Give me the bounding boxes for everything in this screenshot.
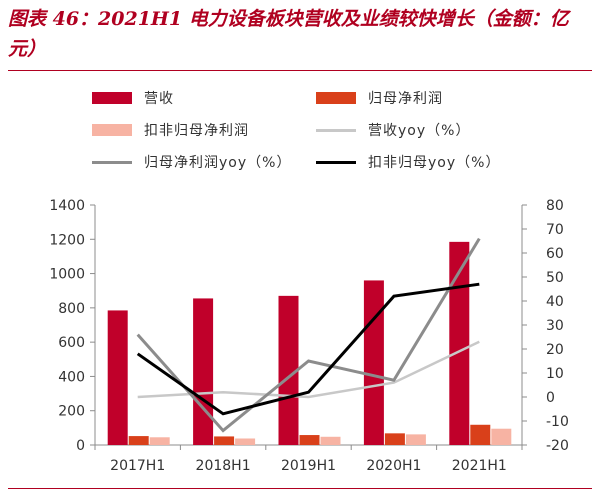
legend-swatch-revenue-yoy (316, 128, 356, 132)
bar-deducted-profit (405, 434, 426, 445)
left-tick-label: 600 (58, 335, 85, 351)
bar-net-profit (214, 436, 235, 445)
legend-item-net-profit: 归母净利润 (316, 88, 443, 108)
right-tick-label: 50 (546, 270, 564, 286)
bar-deducted-profit (320, 436, 341, 445)
legend-swatch-revenue (92, 92, 132, 104)
right-tick-label: 70 (546, 222, 564, 238)
bar-revenue (278, 295, 299, 445)
x-tick-label: 2021H1 (452, 458, 507, 474)
right-tick-label: 80 (546, 198, 564, 214)
right-tick-label: 30 (546, 318, 564, 334)
x-tick-label: 2019H1 (281, 458, 336, 474)
left-tick-label: 1000 (49, 267, 85, 283)
bar-revenue (363, 280, 384, 445)
left-tick-label: 0 (76, 438, 85, 454)
legend-item-net-profit-yoy: 归母净利润yoy（%） (92, 152, 291, 172)
right-tick-label: 0 (546, 390, 555, 406)
legend-label-deducted-yoy: 扣非归母yoy（%） (368, 155, 501, 171)
legend-swatch-deducted-yoy (316, 160, 356, 164)
legend-label-revenue-yoy: 营收yoy（%） (368, 123, 471, 139)
right-tick-label: 40 (546, 294, 564, 310)
line-deducted-yoy (136, 282, 480, 416)
right-tick-label: 20 (546, 342, 564, 358)
legend-label-revenue: 营收 (144, 91, 174, 107)
legend-item-deducted-yoy: 扣非归母yoy（%） (316, 152, 500, 172)
legend: 营收 归母净利润 扣非归母净利润 营收yoy（%） 归母净利润yoy（%） 扣非… (0, 0, 598, 180)
bar-net-profit (128, 436, 149, 445)
right-tick-label: 10 (546, 366, 564, 382)
bar-revenue (107, 310, 128, 445)
chart-title: 图表 46：2021H1 电力设备板块营收及业绩较快增长（金额：亿元） (8, 8, 569, 60)
legend-swatch-deducted-profit (92, 124, 132, 136)
bar-revenue (449, 241, 470, 445)
legend-label-deducted-profit: 扣非归母净利润 (144, 123, 249, 139)
x-tick-label: 2018H1 (196, 458, 251, 474)
line-net-profit-yoy (136, 237, 481, 433)
legend-swatch-net-profit (316, 92, 356, 104)
legend-item-deducted-profit: 扣非归母净利润 (92, 120, 249, 140)
bar-deducted-profit (491, 428, 512, 445)
bar-net-profit (299, 435, 320, 445)
bar-net-profit (384, 433, 405, 445)
legend-item-revenue: 营收 (92, 88, 174, 108)
legend-item-revenue-yoy: 营收yoy（%） (316, 120, 470, 140)
title-divider (8, 70, 592, 71)
bar-revenue (193, 298, 214, 445)
left-tick-label: 1400 (49, 198, 85, 214)
legend-swatch-net-profit-yoy (92, 160, 132, 164)
right-tick-label: 60 (546, 246, 564, 262)
legend-label-net-profit: 归母净利润 (368, 91, 443, 107)
bar-deducted-profit (235, 438, 256, 445)
bar-deducted-profit (149, 437, 170, 445)
footer-divider (8, 488, 592, 489)
left-tick-label: 1200 (49, 232, 85, 248)
x-tick-label: 2020H1 (366, 458, 421, 474)
left-tick-label: 400 (58, 369, 85, 385)
left-tick-label: 800 (58, 301, 85, 317)
right-tick-label: -10 (546, 414, 569, 430)
bar-net-profit (470, 424, 491, 445)
x-tick-label: 2017H1 (110, 458, 165, 474)
right-tick-label: -20 (546, 438, 569, 454)
legend-label-net-profit-yoy: 归母净利润yoy（%） (144, 155, 292, 171)
left-tick-label: 200 (58, 404, 85, 420)
